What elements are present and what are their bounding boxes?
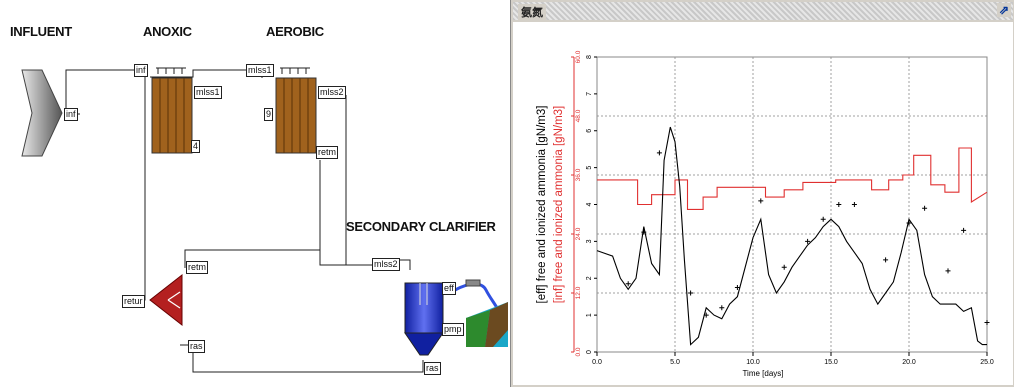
eff-marker [961,227,967,233]
y-tick-label-eff: 8 [586,55,593,59]
eff-marker [688,290,694,296]
eff-marker [734,284,740,290]
plot-frame [596,56,988,353]
connection-lines [65,69,424,373]
anoxic-in-port[interactable]: inf [134,64,148,77]
aerobic-out-port[interactable]: mlss2 [318,86,346,99]
eff-marker [906,220,912,226]
x-tick-label: 20.0 [902,359,916,366]
y-tick-label-eff: 6 [586,129,593,133]
eff-marker [922,205,928,211]
y-axis-label-eff: [eff] free and ionized ammonia [gN/m3] [536,106,548,304]
y-tick-label-inf: 24.0 [575,227,582,240]
aerobic-return-port[interactable]: retm [316,146,338,159]
eff-marker [883,257,889,263]
y-tick-label-inf: 60.0 [575,50,582,63]
anoxic-label: ANOXIC [143,24,192,39]
eff-marker [703,312,709,318]
eff-line [596,126,987,346]
y-tick-label-inf: 12.0 [575,286,582,299]
splitter-ras-port[interactable]: ras [188,340,205,353]
clarifier-eff-port[interactable]: eff [442,282,456,295]
eff-marker [836,202,842,207]
eff-marker [758,198,764,204]
aerobic-label: AEROBIC [266,24,324,39]
influent-label: INFLUENT [10,24,72,39]
eff-marker [945,268,951,274]
receiving-water-icon [466,302,508,347]
y-tick-label-eff: 0 [586,350,593,354]
plot-window-title: 氨氮 [518,4,546,20]
eff-marker [984,320,990,325]
effluent-pipe-icon [454,279,500,311]
aerobic-in-port[interactable]: mlss1 [246,64,274,77]
splitter-retm-port[interactable]: retm [186,261,208,274]
clarifier-pmp-port[interactable]: pmp [442,323,464,336]
y-axis-label-inf: [inf] free and ionized ammonia [gN/m3] [553,106,565,304]
y-tick-label-inf: 36.0 [575,168,582,181]
influent-icon[interactable] [21,69,63,157]
clarifier-ras-port[interactable]: ras [424,362,441,375]
eff-marker [719,305,725,311]
eff-marker [625,281,631,287]
y-tick-label-eff: 2 [586,276,593,280]
plot-window-titlebar[interactable]: 氨氮 ⇗ [513,2,1013,20]
splitter-icon[interactable] [149,273,183,327]
plot-window: 氨氮 ⇗ 0.0 5.0 10.0 15.0 20.0 25.0 0 1 2 3 4 5 6 7 8 0.0 1… [510,0,1014,387]
eff-marker [851,202,857,207]
ammonia-chart: 0.0 5.0 10.0 15.0 20.0 25.0 0 1 2 3 4 5 6 7 8 0.0 12.0 24… [536,50,994,378]
clarifier-in-port[interactable]: mlss2 [372,258,400,271]
popout-icon[interactable]: ⇗ [997,3,1011,17]
eff-marker [641,229,647,235]
x-tick-label: 15.0 [824,359,838,366]
x-tick-label: 25.0 [980,359,994,366]
aerobic-reactor-icon[interactable] [275,67,317,154]
clarifier-icon[interactable] [404,282,444,356]
aerobic-number: 9 [264,108,274,121]
plot-area: 0.0 5.0 10.0 15.0 20.0 25.0 0 1 2 3 4 5 6 7 8 0.0 12.0 24… [513,22,1013,385]
splitter-retur-port[interactable]: retur [122,295,145,308]
x-axis-label: Time [days] [742,369,783,378]
y-tick-label-eff: 3 [586,239,593,243]
eff-marker [805,238,811,244]
flowsheet: INFLUENT ANOXIC AEROBIC SECONDARY CLARIF… [10,24,508,375]
eff-marker [781,264,787,270]
anoxic-reactor-icon[interactable] [151,67,193,154]
anoxic-out-port[interactable]: mlss1 [194,86,222,99]
y-tick-label-inf: 48.0 [575,109,582,122]
anoxic-number: 4 [191,140,201,153]
inf-line [597,147,988,210]
flowsheet-canvas [21,67,508,373]
x-tick-label: 0.0 [592,359,602,366]
x-tick-label: 10.0 [746,359,760,366]
eff-marker [656,150,662,156]
y-tick-label-eff: 1 [586,313,593,317]
y-tick-label-eff: 7 [586,92,593,96]
y-tick-label-eff: 4 [586,202,593,206]
influent-out-port[interactable]: inf [64,108,78,121]
x-tick-label: 5.0 [670,359,680,366]
y-tick-label-inf: 0.0 [575,347,582,356]
clarifier-label: SECONDARY CLARIFIER [346,219,496,234]
eff-marker [820,216,826,222]
y-tick-label-eff: 5 [586,166,593,170]
